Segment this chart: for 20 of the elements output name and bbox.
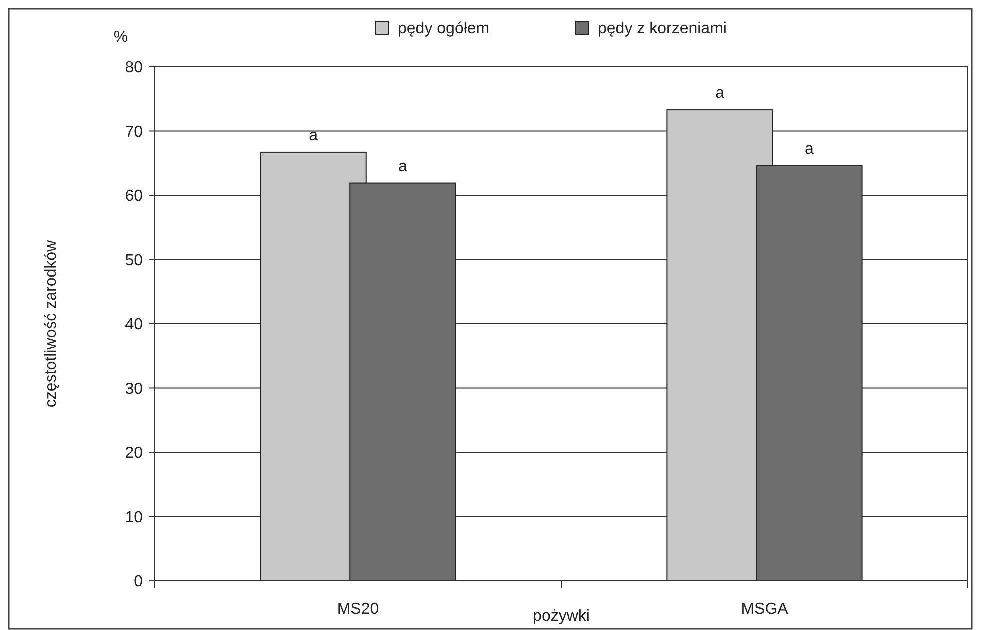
- annotation: a: [398, 158, 408, 176]
- legend-label: pędy ogółem: [398, 20, 490, 38]
- y-tick-label: 60: [125, 188, 144, 206]
- x-tick-label: MSGA: [741, 601, 789, 618]
- y-tick-label: 80: [125, 60, 144, 77]
- y-tick-label: 0: [134, 574, 144, 591]
- y-tick-label: 70: [125, 124, 144, 141]
- annotation: a: [309, 127, 318, 144]
- x-tick-label: MS20: [337, 601, 380, 618]
- annotation: a: [716, 85, 725, 102]
- y-tick-label: 40: [125, 316, 144, 334]
- y-axis-title: częstotliwość zarodków: [43, 240, 60, 408]
- legend-label: pędy z korzeniami: [598, 20, 727, 38]
- y-tick-label: 20: [125, 445, 144, 462]
- y-tick-label: 10: [125, 509, 144, 526]
- text: %: [114, 29, 128, 46]
- y-tick-label: 50: [125, 252, 144, 270]
- annotation: a: [805, 140, 814, 158]
- y-tick-label: 30: [125, 380, 144, 398]
- x-axis-title: pożywki: [533, 608, 590, 625]
